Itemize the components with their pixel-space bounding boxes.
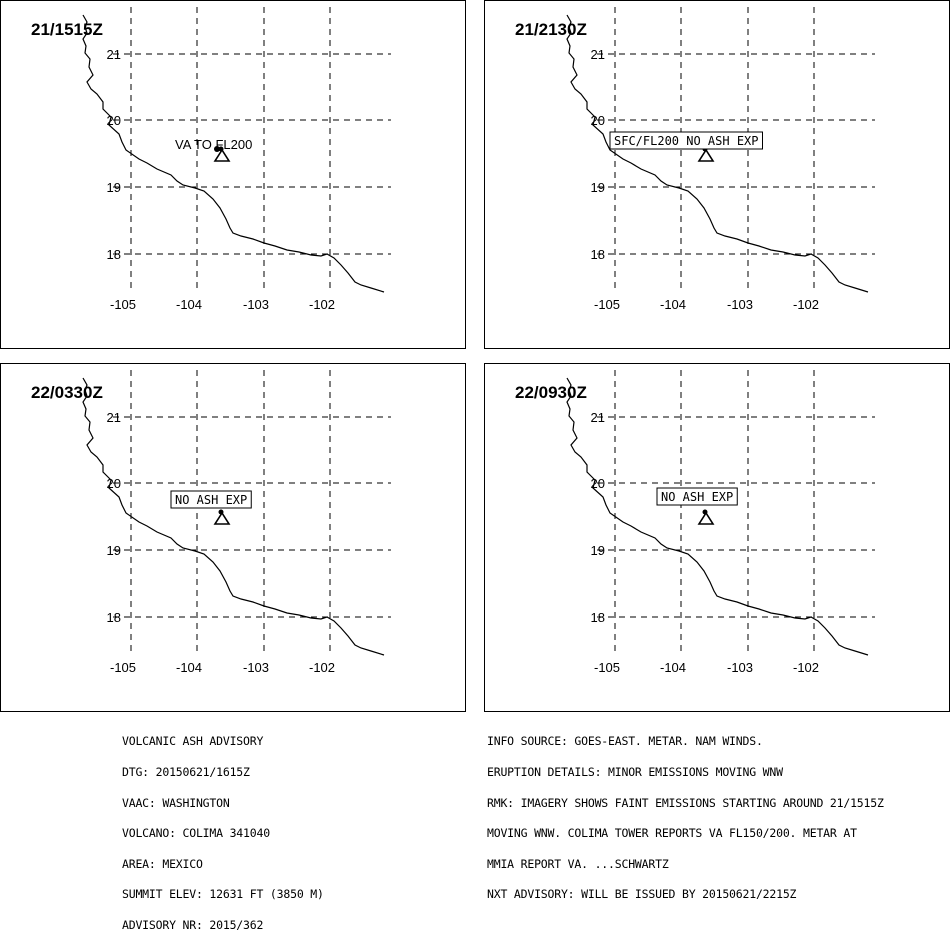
lat-tick-label: 20 — [107, 113, 121, 128]
advisory-remarks-3: MMIA REPORT VA. ...SCHWARTZ — [487, 856, 669, 871]
lon-tick-label: -104 — [660, 660, 686, 675]
ash-area-marker — [214, 146, 220, 152]
panel-time-label: 21/2130Z — [515, 20, 587, 39]
advisory-info-source: INFO SOURCE: GOES-EAST. METAR. NAM WINDS… — [487, 734, 763, 749]
lon-tick-label: -103 — [727, 660, 753, 675]
lat-lon-grid — [597, 370, 875, 652]
lon-tick-label: -104 — [176, 297, 202, 312]
forecast-panel-4: 21 20 19 18 -105 -104 -103 -102 22/0930Z NO ASH E… — [484, 363, 950, 712]
advisory-remarks-1: RMK: IMAGERY SHOWS FAINT EMISSIONS START… — [487, 795, 884, 810]
lat-tick-label: 21 — [591, 410, 605, 425]
coastline — [566, 14, 869, 293]
lon-tick-label: -102 — [793, 660, 819, 675]
lat-tick-label: 21 — [107, 410, 121, 425]
lon-tick-label: -105 — [594, 660, 620, 675]
advisory-volcano: VOLCANO: COLIMA 341040 — [122, 826, 270, 841]
lat-tick-label: 20 — [591, 113, 605, 128]
lat-tick-label: 21 — [591, 47, 605, 62]
panel-time-label: 22/0930Z — [515, 383, 587, 402]
lon-tick-label: -105 — [110, 297, 136, 312]
coastline — [82, 14, 385, 293]
lat-tick-label: 18 — [591, 247, 605, 262]
map-2: 21 20 19 18 -105 -104 -103 -102 21/2130Z SFC/FL20… — [515, 7, 875, 312]
ash-forecast-label: NO ASH EXP — [661, 490, 733, 504]
advisory-title: VOLCANIC ASH ADVISORY — [122, 734, 264, 749]
lon-tick-label: -104 — [660, 297, 686, 312]
lon-tick-label: -104 — [176, 660, 202, 675]
lat-tick-label: 19 — [107, 180, 121, 195]
coastline — [566, 377, 869, 656]
ash-forecast-label-box: NO ASH EXP — [170, 490, 252, 509]
lon-tick-label: -102 — [309, 660, 335, 675]
lat-lon-grid — [113, 7, 391, 289]
lat-tick-label: 19 — [591, 543, 605, 558]
lon-tick-label: -105 — [110, 660, 136, 675]
ash-forecast-label: SFC/FL200 NO ASH EXP — [614, 134, 759, 148]
ash-forecast-label: VA TO FL200 — [175, 137, 252, 152]
forecast-panel-2: 21 20 19 18 -105 -104 -103 -102 21/2130Z SFC/FL20… — [484, 0, 950, 349]
lon-tick-label: -103 — [243, 297, 269, 312]
panel-time-label: 22/0330Z — [31, 383, 103, 402]
lat-tick-label: 18 — [591, 610, 605, 625]
map-1: 21 20 19 18 -105 -104 -103 -102 21/1515Z VA TO FL… — [31, 7, 391, 312]
map-3: 21 20 19 18 -105 -104 -103 -102 22/0330Z NO ASH E… — [31, 370, 391, 675]
volcano-triangle-icon — [213, 509, 231, 525]
lat-tick-label: 20 — [107, 476, 121, 491]
lat-lon-grid — [597, 7, 875, 289]
lon-tick-label: -103 — [243, 660, 269, 675]
advisory-summit-elev: SUMMIT ELEV: 12631 FT (3850 M) — [122, 887, 324, 902]
forecast-panel-3: 21 20 19 18 -105 -104 -103 -102 22/0330Z NO ASH E… — [0, 363, 466, 712]
lat-tick-label: 19 — [107, 543, 121, 558]
volcano-triangle-icon — [697, 509, 715, 525]
advisory-right-block: INFO SOURCE: GOES-EAST. METAR. NAM WINDS… — [487, 716, 884, 910]
lon-tick-label: -105 — [594, 297, 620, 312]
lat-tick-label: 18 — [107, 610, 121, 625]
advisory-remarks-2: MOVING WNW. COLIMA TOWER REPORTS VA FL15… — [487, 826, 857, 841]
lat-lon-grid — [113, 370, 391, 652]
advisory-left-block: VOLCANIC ASH ADVISORY DTG: 20150621/1615… — [122, 716, 324, 940]
advisory-dtg: DTG: 20150621/1615Z — [122, 765, 250, 780]
ash-forecast-label-box: NO ASH EXP — [656, 487, 738, 506]
lat-tick-label: 20 — [591, 476, 605, 491]
lon-tick-label: -102 — [793, 297, 819, 312]
volcano-triangle-icon — [213, 146, 231, 162]
panel-time-label: 21/1515Z — [31, 20, 103, 39]
forecast-panel-1: 21 20 19 18 -105 -104 -103 -102 21/1515Z VA TO FL… — [0, 0, 466, 349]
coastline — [82, 377, 385, 656]
lon-tick-label: -102 — [309, 297, 335, 312]
advisory-vaac: VAAC: WASHINGTON — [122, 795, 230, 810]
map-4: 21 20 19 18 -105 -104 -103 -102 22/0930Z NO ASH E… — [515, 370, 875, 675]
ash-forecast-label-box: SFC/FL200 NO ASH EXP — [609, 131, 763, 150]
lat-tick-label: 18 — [107, 247, 121, 262]
advisory-eruption-details: ERUPTION DETAILS: MINOR EMISSIONS MOVING… — [487, 765, 783, 780]
advisory-next: NXT ADVISORY: WILL BE ISSUED BY 20150621… — [487, 887, 797, 902]
lat-tick-label: 21 — [107, 47, 121, 62]
lon-tick-label: -103 — [727, 297, 753, 312]
advisory-number: ADVISORY NR: 2015/362 — [122, 918, 264, 933]
ash-forecast-label: NO ASH EXP — [175, 493, 247, 507]
advisory-area: AREA: MEXICO — [122, 856, 203, 871]
lat-tick-label: 19 — [591, 180, 605, 195]
